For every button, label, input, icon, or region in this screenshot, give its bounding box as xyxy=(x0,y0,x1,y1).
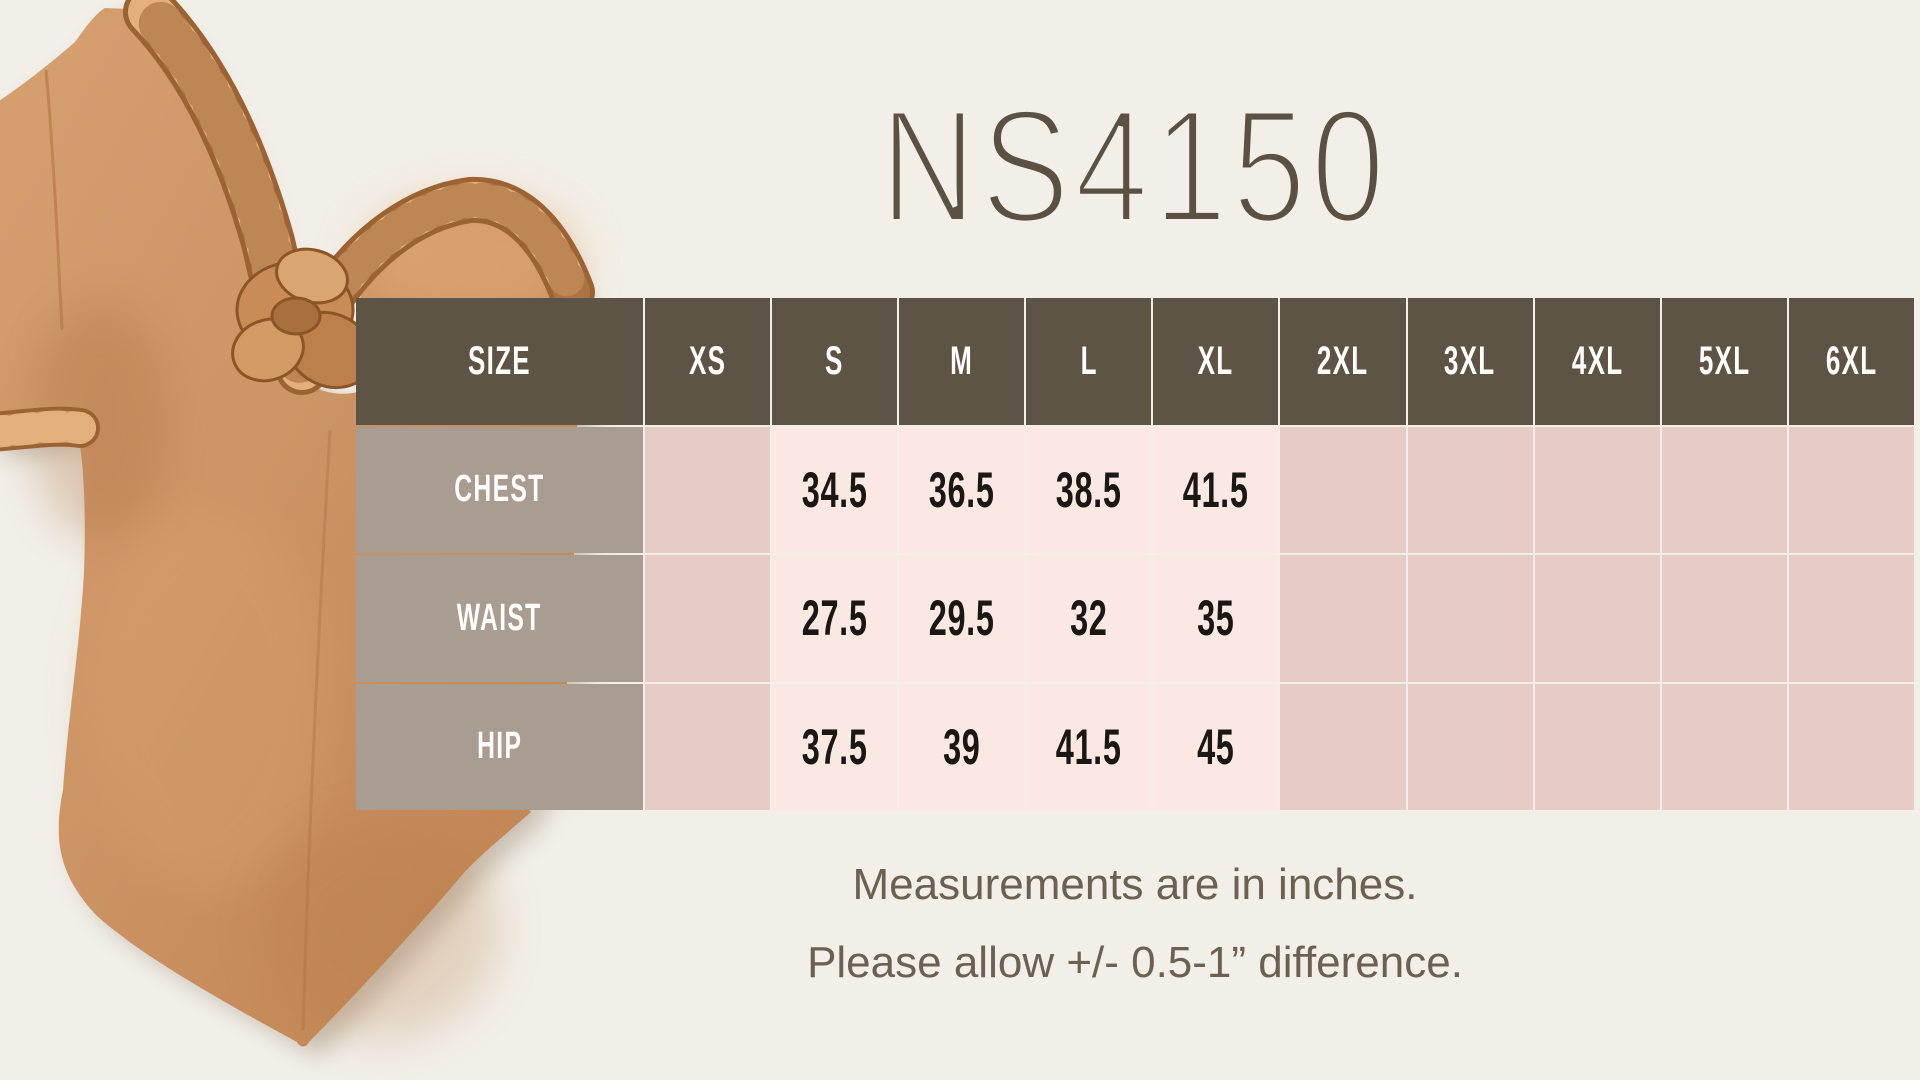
cell-waist-xl-text: 35 xyxy=(1197,590,1235,647)
cell-hip-s: 37.5 xyxy=(772,683,898,810)
cell-waist-xs xyxy=(645,555,771,682)
braid-knot xyxy=(231,247,375,390)
cell-chest-xl-text: 41.5 xyxy=(1182,461,1249,518)
column-header-5xl: 5XL xyxy=(1661,298,1787,425)
cell-chest-4xl xyxy=(1534,426,1660,553)
cell-waist-xl: 35 xyxy=(1153,555,1279,682)
column-header-l-text: L xyxy=(1080,338,1098,383)
cell-waist-3xl xyxy=(1407,555,1533,682)
row-label-waist: WAIST xyxy=(356,555,643,682)
cell-chest-2xl xyxy=(1280,426,1406,553)
cell-chest-l: 38.5 xyxy=(1026,426,1152,553)
cell-chest-m-text: 36.5 xyxy=(928,461,995,518)
measurement-notes: Measurements are in inches. Please allow… xyxy=(356,846,1914,1002)
column-header-xs: XS xyxy=(645,298,771,425)
cell-hip-xl: 45 xyxy=(1153,683,1279,810)
cell-waist-l: 32 xyxy=(1026,555,1152,682)
size-chart-table: SIZE XS S M L XL 2XL 3XL 4XL 5XL 6XL CHEST 34.5 36.5 3… xyxy=(356,298,1914,810)
cell-waist-2xl xyxy=(1280,555,1406,682)
cell-hip-xs xyxy=(645,683,771,810)
column-header-2xl: 2XL xyxy=(1280,298,1406,425)
cell-hip-6xl xyxy=(1788,683,1914,810)
note-line-1: Measurements are in inches. xyxy=(852,860,1418,909)
cell-chest-xl: 41.5 xyxy=(1153,426,1279,553)
column-header-5xl-text: 5XL xyxy=(1698,338,1751,383)
cell-waist-s: 27.5 xyxy=(772,555,898,682)
column-header-xl: XL xyxy=(1153,298,1279,425)
cell-hip-4xl xyxy=(1534,683,1660,810)
cell-waist-4xl xyxy=(1534,555,1660,682)
cell-hip-l: 41.5 xyxy=(1026,683,1152,810)
column-header-xl-text: XL xyxy=(1198,338,1234,383)
cell-hip-xl-text: 45 xyxy=(1197,718,1235,775)
column-header-s: S xyxy=(772,298,898,425)
column-header-size: SIZE xyxy=(356,298,643,425)
column-header-m-text: M xyxy=(950,338,974,383)
cell-hip-m: 39 xyxy=(899,683,1025,810)
cell-hip-s-text: 37.5 xyxy=(801,718,868,775)
cell-waist-m-text: 29.5 xyxy=(928,590,995,647)
column-header-3xl: 3XL xyxy=(1407,298,1533,425)
row-label-hip: HIP xyxy=(356,683,643,810)
row-label-chest-text: CHEST xyxy=(454,468,545,511)
cell-chest-s-text: 34.5 xyxy=(801,461,868,518)
column-header-size-text: SIZE xyxy=(468,338,531,383)
cell-hip-l-text: 41.5 xyxy=(1055,718,1122,775)
cell-hip-m-text: 39 xyxy=(943,718,981,775)
column-header-s-text: S xyxy=(825,338,844,383)
column-header-4xl: 4XL xyxy=(1534,298,1660,425)
row-label-chest: CHEST xyxy=(356,426,643,553)
cell-chest-m: 36.5 xyxy=(899,426,1025,553)
cell-chest-xs xyxy=(645,426,771,553)
cell-chest-5xl xyxy=(1661,426,1787,553)
column-header-xs-text: XS xyxy=(688,338,727,383)
cell-hip-3xl xyxy=(1407,683,1533,810)
column-header-2xl-text: 2XL xyxy=(1317,338,1369,383)
column-header-m: M xyxy=(899,298,1025,425)
cell-waist-m: 29.5 xyxy=(899,555,1025,682)
column-header-3xl-text: 3XL xyxy=(1444,338,1496,383)
cell-waist-s-text: 27.5 xyxy=(801,590,868,647)
cell-hip-2xl xyxy=(1280,683,1406,810)
cell-chest-s: 34.5 xyxy=(772,426,898,553)
cell-waist-6xl xyxy=(1788,555,1914,682)
row-label-waist-text: WAIST xyxy=(457,596,542,639)
cell-chest-6xl xyxy=(1788,426,1914,553)
cell-waist-l-text: 32 xyxy=(1070,590,1108,647)
cell-chest-3xl xyxy=(1407,426,1533,553)
column-header-4xl-text: 4XL xyxy=(1571,338,1624,383)
column-header-6xl-text: 6XL xyxy=(1825,338,1878,383)
cell-waist-5xl xyxy=(1661,555,1787,682)
style-number-title: NS4150 xyxy=(878,76,1390,257)
row-label-hip-text: HIP xyxy=(476,725,523,768)
column-header-l: L xyxy=(1026,298,1152,425)
cell-chest-l-text: 38.5 xyxy=(1055,461,1122,518)
column-header-6xl: 6XL xyxy=(1788,298,1914,425)
cell-hip-5xl xyxy=(1661,683,1787,810)
note-line-2: Please allow +/- 0.5-1” difference. xyxy=(807,938,1463,987)
